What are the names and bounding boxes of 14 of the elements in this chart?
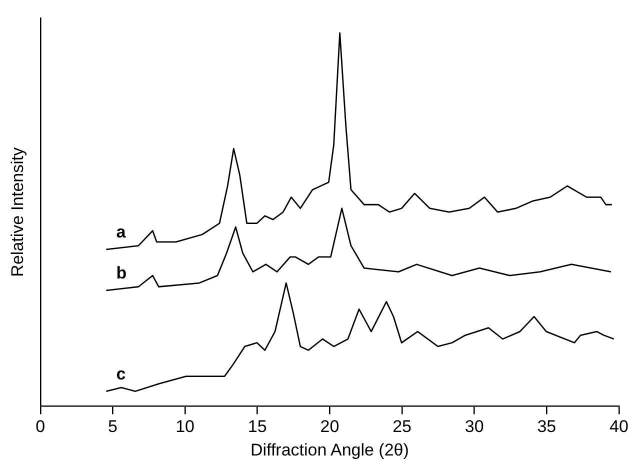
x-tick-label: 40 — [610, 417, 628, 436]
x-tick-label: 10 — [176, 417, 195, 436]
x-tick-label: 5 — [108, 417, 118, 436]
y-axis-title: Relative Intensity — [8, 146, 27, 277]
x-tick-label: 15 — [248, 417, 267, 436]
x-tick-label: 30 — [464, 417, 484, 436]
series-label: b — [116, 264, 127, 283]
series-label: a — [116, 222, 126, 242]
x-tick-label: 0 — [36, 417, 46, 436]
x-tick-label: 20 — [320, 417, 340, 436]
x-tick-label: 25 — [392, 417, 412, 436]
x-tick-label: 35 — [537, 417, 556, 436]
series-label: c — [116, 364, 126, 384]
x-axis-title: Diffraction Angle (2θ) — [250, 440, 409, 460]
